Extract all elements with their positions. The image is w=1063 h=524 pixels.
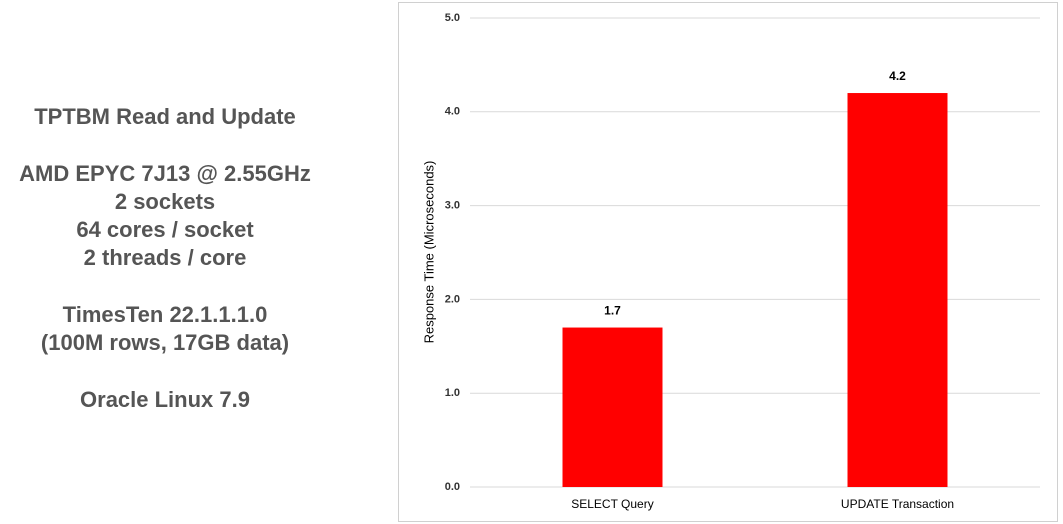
value-label: 1.7: [604, 304, 621, 318]
spec-text: TimesTen 22.1.1.1.0: [63, 302, 268, 327]
chart-frame: [398, 2, 1058, 522]
y-tick-label: 3.0: [445, 200, 460, 212]
x-tick-label: SELECT Query: [571, 497, 653, 511]
y-tick-label: 5.0: [445, 12, 460, 24]
value-label: 4.2: [889, 69, 906, 83]
bar: [847, 93, 948, 487]
spec-text: 64 cores / socket: [76, 217, 254, 242]
spec-text: TPTBM Read and Update: [34, 104, 296, 129]
spec-text: (100M rows, 17GB data): [41, 330, 289, 355]
spec-text: 2 sockets: [115, 189, 215, 214]
y-tick-label: 1.0: [445, 387, 460, 399]
spec-text: 2 threads / core: [84, 245, 247, 270]
y-tick-label: 0.0: [445, 481, 460, 493]
spec-text: Oracle Linux 7.9: [80, 387, 250, 412]
y-axis-title: Response Time (Microseconds): [421, 161, 436, 344]
y-tick-label: 4.0: [445, 106, 460, 118]
bar: [562, 327, 663, 487]
spec-text: AMD EPYC 7J13 @ 2.55GHz: [19, 161, 311, 186]
y-tick-label: 2.0: [445, 293, 460, 305]
x-tick-label: UPDATE Transaction: [841, 497, 954, 511]
